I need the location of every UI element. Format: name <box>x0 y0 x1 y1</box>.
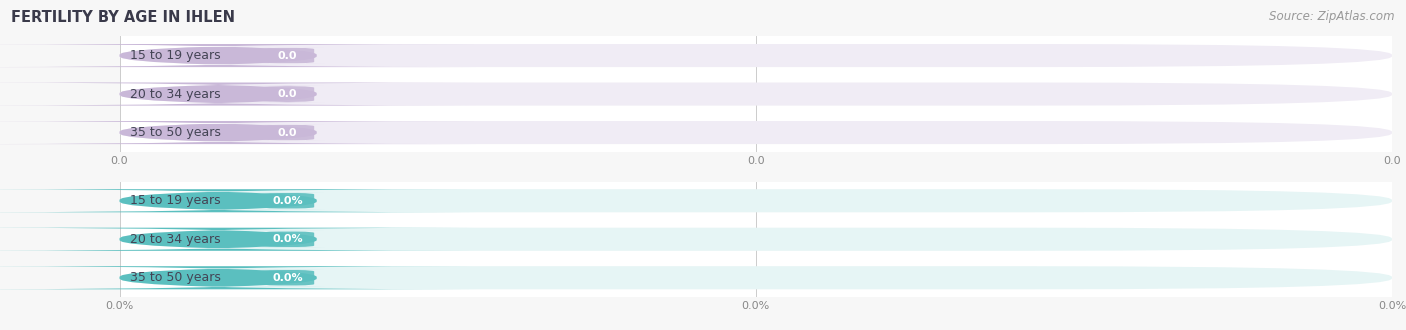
FancyBboxPatch shape <box>0 266 475 289</box>
FancyBboxPatch shape <box>120 44 1392 67</box>
Text: 35 to 50 years: 35 to 50 years <box>129 126 221 139</box>
Text: 35 to 50 years: 35 to 50 years <box>129 271 221 284</box>
FancyBboxPatch shape <box>250 124 325 141</box>
Text: 20 to 34 years: 20 to 34 years <box>129 87 221 101</box>
Text: 0.0%: 0.0% <box>273 234 302 244</box>
Text: 0.0%: 0.0% <box>273 273 302 283</box>
FancyBboxPatch shape <box>250 86 325 102</box>
Text: FERTILITY BY AGE IN IHLEN: FERTILITY BY AGE IN IHLEN <box>11 10 235 25</box>
FancyBboxPatch shape <box>120 82 1392 106</box>
FancyBboxPatch shape <box>250 231 325 248</box>
FancyBboxPatch shape <box>0 121 475 144</box>
FancyBboxPatch shape <box>0 189 475 212</box>
FancyBboxPatch shape <box>120 189 1392 212</box>
FancyBboxPatch shape <box>120 228 1392 251</box>
FancyBboxPatch shape <box>250 47 325 64</box>
Text: 15 to 19 years: 15 to 19 years <box>129 49 221 62</box>
Text: 0.0%: 0.0% <box>273 196 302 206</box>
FancyBboxPatch shape <box>0 228 475 251</box>
Text: 15 to 19 years: 15 to 19 years <box>129 194 221 207</box>
Text: 0.0: 0.0 <box>278 50 297 60</box>
FancyBboxPatch shape <box>250 192 325 209</box>
FancyBboxPatch shape <box>120 266 1392 289</box>
Text: Source: ZipAtlas.com: Source: ZipAtlas.com <box>1270 10 1395 23</box>
Text: 0.0: 0.0 <box>278 128 297 138</box>
Text: 20 to 34 years: 20 to 34 years <box>129 233 221 246</box>
FancyBboxPatch shape <box>250 269 325 286</box>
FancyBboxPatch shape <box>0 44 475 67</box>
FancyBboxPatch shape <box>0 82 475 106</box>
FancyBboxPatch shape <box>120 121 1392 144</box>
Text: 0.0: 0.0 <box>278 89 297 99</box>
